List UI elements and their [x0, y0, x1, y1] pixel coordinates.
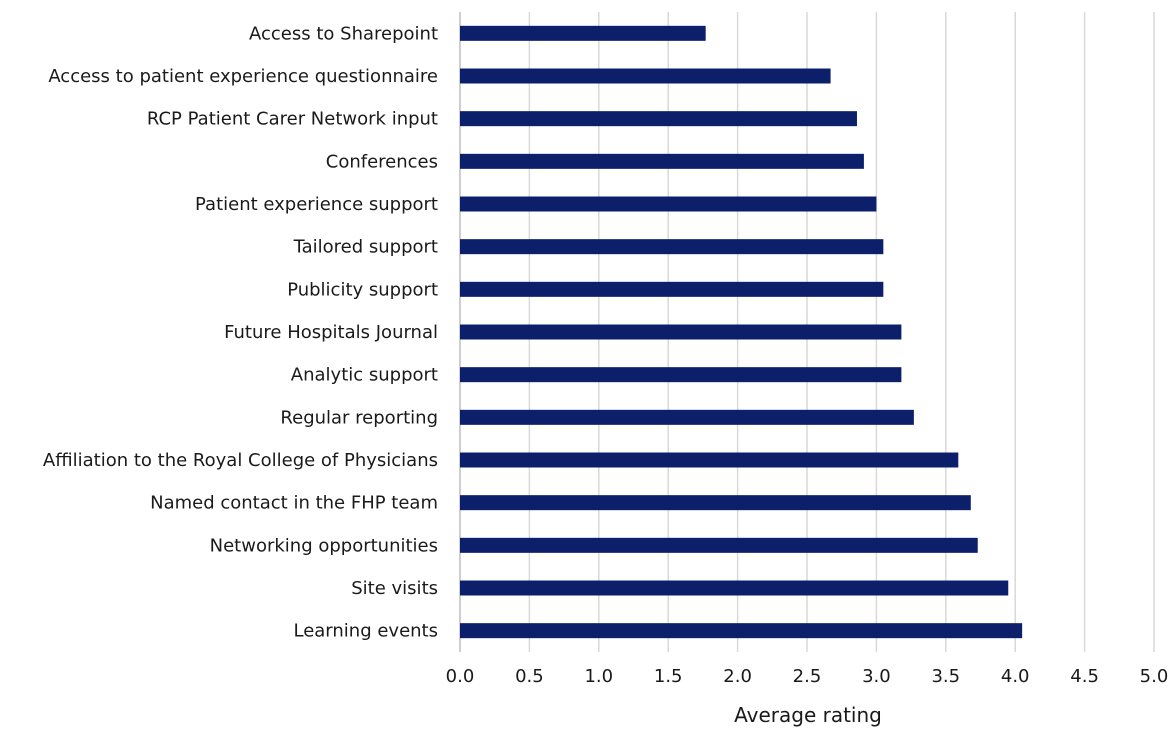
x-tick-label: 1.5	[654, 666, 683, 687]
bar	[460, 324, 902, 340]
x-tick-label: 2.5	[793, 666, 822, 687]
bar	[460, 367, 902, 383]
bar	[460, 111, 857, 127]
x-tick-label: 1.0	[584, 666, 613, 687]
bar	[460, 153, 864, 169]
x-tick-label: 5.0	[1140, 666, 1169, 687]
x-tick-label: 0.0	[446, 666, 475, 687]
bar	[460, 452, 959, 468]
bar	[460, 196, 877, 212]
category-label: Regular reporting	[280, 407, 438, 428]
x-tick-label: 4.5	[1070, 666, 1099, 687]
category-label: RCP Patient Carer Network input	[147, 109, 438, 130]
bar	[460, 580, 1009, 596]
category-label: Tailored support	[293, 237, 438, 258]
x-tick-label: 4.0	[1001, 666, 1030, 687]
category-label: Publicity support	[287, 279, 438, 300]
category-label: Analytic support	[291, 365, 438, 386]
category-label: Patient experience support	[195, 194, 438, 215]
bar	[460, 239, 884, 255]
category-label: Future Hospitals Journal	[224, 322, 438, 343]
bar	[460, 25, 706, 41]
category-label: Learning events	[293, 621, 438, 642]
bar	[460, 623, 1023, 639]
x-tick-label: 3.0	[862, 666, 891, 687]
bar	[460, 537, 978, 553]
x-tick-label: 0.5	[515, 666, 544, 687]
bar	[460, 495, 971, 511]
category-label: Affiliation to the Royal College of Phys…	[43, 450, 438, 471]
x-tick-labels: 0.0 0.5 1.0 1.5 2.0 2.5 3.0 3.5 4.0 4.5 5.0	[446, 666, 1169, 687]
x-axis-title: Average rating	[734, 703, 882, 727]
category-label: Conferences	[326, 151, 438, 172]
category-label: Site visits	[351, 578, 438, 599]
category-label: Networking opportunities	[210, 535, 438, 556]
bar	[460, 281, 884, 297]
bar	[460, 409, 914, 425]
category-labels: Access to Sharepoint Access to patient ex…	[43, 23, 438, 641]
category-label: Named contact in the FHP team	[150, 493, 438, 514]
category-label: Access to Sharepoint	[249, 23, 438, 44]
x-tick-label: 3.5	[931, 666, 960, 687]
bar	[460, 68, 831, 84]
x-tick-label: 2.0	[723, 666, 752, 687]
category-label: Access to patient experience questionnai…	[48, 66, 438, 87]
bars	[460, 25, 1023, 639]
